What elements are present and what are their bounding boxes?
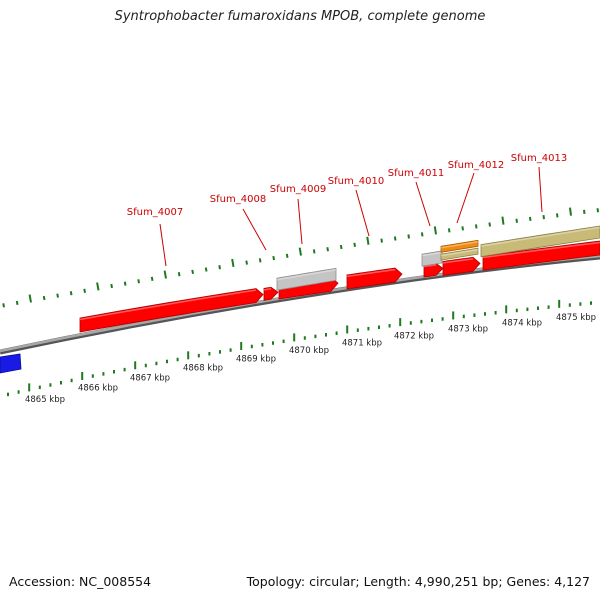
outer-tick-mark: [420, 232, 424, 237]
feature-gray-4011: [421, 250, 443, 267]
outer-tick-mark: [528, 216, 532, 222]
cds-sfum-4013: [482, 240, 600, 271]
outer-tick-mark: [28, 294, 32, 303]
feature-khaki-4013: [480, 225, 600, 258]
outer-tick-mark: [569, 207, 572, 216]
cds-sfum-4010-highlight: [346, 268, 396, 278]
outer-tick-mark: [326, 247, 329, 252]
gene-label: Sfum_4011: [388, 168, 444, 179]
outer-tick-mark: [42, 295, 46, 301]
gene-label-leader: [538, 166, 543, 213]
gene-label: Sfum_4007: [127, 207, 183, 218]
kbp-scale-label: 4870 kbp: [289, 346, 329, 356]
gene-label-leader: [415, 181, 431, 227]
feature-gray-4011-highlight: [421, 251, 443, 257]
kbp-scale-label: 4868 kbp: [183, 364, 223, 374]
outer-tick-mark: [366, 236, 370, 245]
kbp-scale-label: 4866 kbp: [78, 384, 118, 394]
outer-tick-mark: [555, 213, 559, 218]
accession-text: Accession: NC_008554: [9, 574, 152, 589]
kbp-scale-label: 4875 kbp: [556, 313, 596, 323]
kbp-scale-label: 4867 kbp: [130, 373, 170, 383]
outer-tick-mark: [204, 267, 208, 272]
cds-sfum-4013-highlight: [482, 241, 600, 259]
outer-tick-mark: [272, 255, 275, 261]
outer-tick-mark: [231, 258, 235, 268]
outer-tick-mark: [15, 300, 19, 306]
kbp-scale-label: 4873 kbp: [448, 325, 488, 335]
cds-blue-partial: [0, 353, 22, 374]
gene-label: Sfum_4010: [328, 176, 384, 187]
gene-label: Sfum_4008: [210, 194, 266, 205]
outer-tick-mark: [110, 283, 113, 289]
gene-label: Sfum_4009: [270, 184, 326, 195]
outer-tick-mark: [56, 293, 59, 298]
genome-backbone: [0, 254, 600, 353]
feature-khaki-4012: [440, 247, 479, 261]
cds-sfum-4008-highlight: [263, 288, 272, 291]
genome-title: Syntrophobacter fumaroxidans MPOB, compl…: [114, 9, 486, 24]
outer-tick-mark: [245, 260, 248, 265]
outer-tick-mark: [515, 218, 518, 223]
gene-label: Sfum_4012: [448, 160, 504, 171]
feature-orange-4012: [440, 239, 479, 253]
outer-tick-mark: [353, 242, 356, 247]
outer-tick-mark: [69, 291, 73, 296]
outer-tick-mark: [433, 226, 437, 235]
outer-tick-mark: [218, 265, 221, 270]
feature-gray-4009: [276, 267, 337, 291]
kbp-scale-label: 4871 kbp: [342, 338, 382, 348]
kbp-scale-label: 4872 kbp: [394, 331, 434, 341]
cds-sfum-4007: [79, 288, 264, 333]
outer-tick-mark: [501, 216, 505, 225]
outer-tick-mark: [542, 215, 545, 220]
outer-tick-mark: [488, 222, 491, 227]
outer-tick-mark: [177, 272, 181, 277]
gene-label-leader: [297, 198, 303, 245]
outer-tick-mark: [447, 228, 451, 233]
kbp-scale-label: 4874 kbp: [502, 319, 542, 329]
outer-tick-mark: [339, 244, 343, 250]
outer-tick-mark: [298, 247, 302, 256]
outer-tick-mark: [123, 281, 127, 286]
outer-tick-mark: [380, 238, 383, 243]
outer-tick-mark: [150, 276, 154, 282]
outer-tick-mark: [2, 303, 5, 308]
outer-tick-mark: [96, 282, 100, 291]
outer-tick-mark: [285, 253, 289, 258]
outer-tick-mark: [163, 270, 167, 279]
feature-khaki-4013-highlight: [480, 226, 600, 247]
gene-label-leader: [159, 223, 167, 267]
outer-tick-mark: [312, 249, 316, 254]
outer-tick-mark: [407, 234, 410, 239]
feature-orange-4012-highlight: [440, 241, 479, 249]
feature-gray-4009-highlight: [276, 269, 337, 281]
gene-label-leader: [355, 189, 370, 237]
cds-sfum-4007-highlight: [79, 289, 257, 321]
outer-tick-mark: [83, 288, 86, 293]
outer-tick-mark: [461, 226, 464, 231]
kbp-scale-label: 4869 kbp: [236, 355, 276, 365]
outer-tick-mark: [474, 224, 478, 229]
gene-label-leader: [242, 208, 267, 251]
outer-tick-mark: [393, 236, 397, 241]
cds-sfum-4008: [263, 286, 279, 301]
gene-label: Sfum_4013: [511, 153, 567, 164]
outer-tick-mark: [137, 279, 140, 284]
outer-tick-mark: [258, 258, 262, 263]
cds-sfum-4010: [346, 267, 403, 290]
cds-sfum-4012: [442, 256, 481, 276]
outer-tick-mark: [191, 269, 194, 274]
kbp-scale-label: 4865 kbp: [25, 395, 65, 405]
topology-text: Topology: circular; Length: 4,990,251 bp…: [246, 574, 590, 589]
cds-sfum-4011-highlight: [423, 264, 437, 268]
feature-khaki-4012-highlight: [440, 248, 479, 257]
genome-backbone-shadow: [0, 254, 600, 355]
cds-sfum-4012-highlight: [442, 258, 474, 264]
gene-label-leader: [456, 172, 475, 224]
